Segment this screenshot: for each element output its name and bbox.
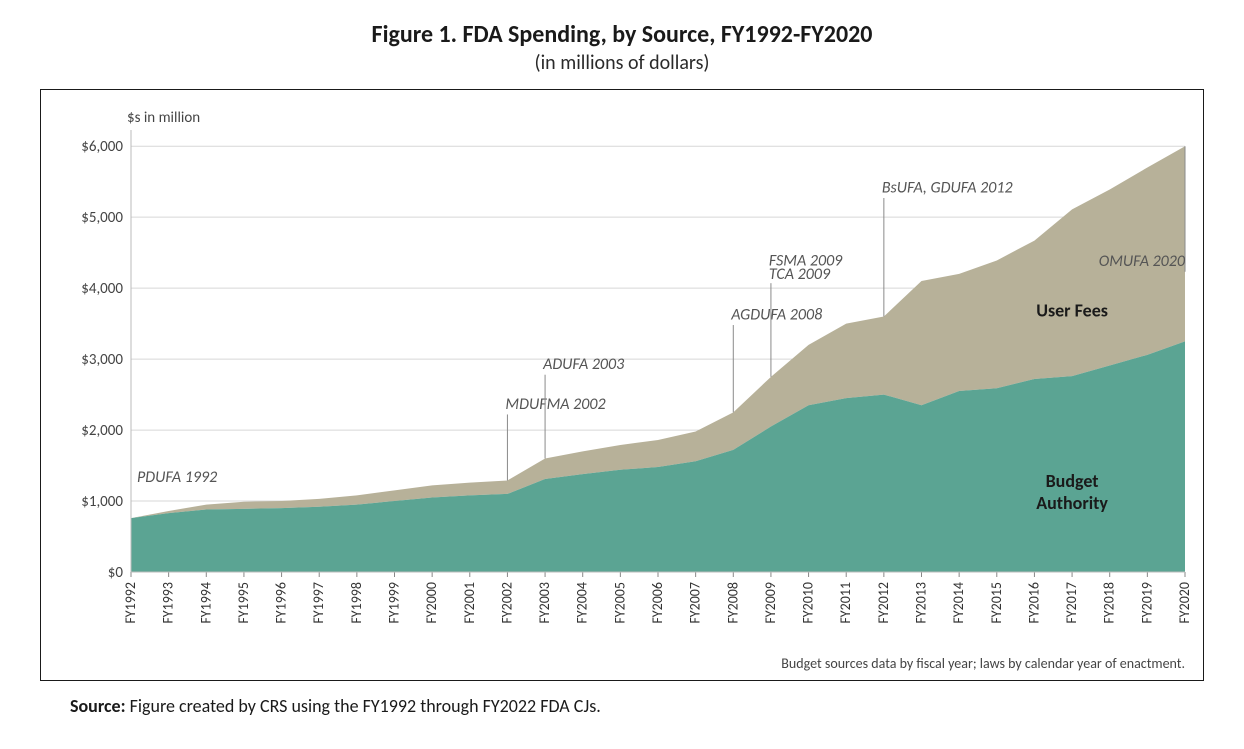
svg-text:FY2019: FY2019 bbox=[1138, 582, 1155, 624]
svg-text:FY1999: FY1999 bbox=[386, 582, 403, 624]
svg-text:$4,000: $4,000 bbox=[81, 280, 123, 298]
svg-text:FY2016: FY2016 bbox=[1025, 582, 1042, 624]
svg-text:FY2009: FY2009 bbox=[762, 582, 779, 624]
svg-text:FY1997: FY1997 bbox=[310, 582, 327, 624]
svg-text:FY2001: FY2001 bbox=[461, 582, 478, 624]
svg-text:FY1996: FY1996 bbox=[273, 582, 290, 624]
svg-text:TCA 2009: TCA 2009 bbox=[769, 265, 831, 284]
source-label: Source: bbox=[70, 695, 126, 717]
svg-text:FY2006: FY2006 bbox=[649, 582, 666, 624]
svg-text:FY2011: FY2011 bbox=[837, 582, 854, 624]
svg-text:User Fees: User Fees bbox=[1036, 300, 1108, 322]
svg-text:BsUFA, GDUFA 2012: BsUFA, GDUFA 2012 bbox=[882, 178, 1013, 197]
svg-text:$1,000: $1,000 bbox=[81, 493, 123, 511]
svg-text:FY2013: FY2013 bbox=[913, 582, 930, 624]
figure-title: Figure 1. FDA Spending, by Source, FY199… bbox=[40, 20, 1204, 49]
svg-text:FY1993: FY1993 bbox=[160, 582, 177, 624]
svg-text:$3,000: $3,000 bbox=[81, 351, 123, 369]
svg-text:AGDUFA 2008: AGDUFA 2008 bbox=[730, 305, 822, 324]
svg-text:FY1994: FY1994 bbox=[197, 582, 214, 624]
svg-text:FY1998: FY1998 bbox=[348, 582, 365, 624]
source-text: Figure created by CRS using the FY1992 t… bbox=[130, 695, 601, 717]
svg-text:FY2005: FY2005 bbox=[611, 582, 628, 624]
svg-text:FY2004: FY2004 bbox=[574, 582, 591, 624]
svg-text:FY2018: FY2018 bbox=[1101, 582, 1118, 624]
svg-text:MDUFMA 2002: MDUFMA 2002 bbox=[505, 395, 605, 414]
svg-text:ADUFA 2003: ADUFA 2003 bbox=[542, 355, 625, 374]
svg-text:FY2003: FY2003 bbox=[536, 582, 553, 624]
svg-text:FY2000: FY2000 bbox=[423, 582, 440, 624]
svg-text:FY2017: FY2017 bbox=[1063, 582, 1080, 624]
svg-text:PDUFA 1992: PDUFA 1992 bbox=[137, 468, 217, 487]
svg-text:FY2012: FY2012 bbox=[875, 582, 892, 624]
svg-text:$6,000: $6,000 bbox=[81, 138, 123, 156]
svg-text:FY2002: FY2002 bbox=[498, 582, 515, 624]
svg-text:Authority: Authority bbox=[1036, 492, 1108, 514]
area-chart: $s in million $0 $1,000 $2,000 $3,000 $4,000 $… bbox=[55, 104, 1195, 674]
svg-text:$2,000: $2,000 bbox=[81, 422, 123, 440]
svg-text:FY1995: FY1995 bbox=[235, 582, 252, 624]
source-line: Source: Figure created by CRS using the … bbox=[70, 695, 1194, 717]
svg-text:Budget: Budget bbox=[1046, 470, 1099, 492]
svg-text:FY2010: FY2010 bbox=[800, 582, 817, 624]
svg-text:$0: $0 bbox=[108, 564, 124, 582]
figure-subtitle: (in millions of dollars) bbox=[40, 51, 1204, 75]
svg-text:Budget sources data by fiscal: Budget sources data by fiscal year; laws… bbox=[781, 655, 1185, 672]
svg-text:FY2008: FY2008 bbox=[724, 582, 741, 624]
svg-text:OMUFA 2020: OMUFA 2020 bbox=[1099, 252, 1186, 271]
svg-text:FY1992: FY1992 bbox=[122, 582, 139, 624]
svg-text:FY2015: FY2015 bbox=[988, 582, 1005, 624]
svg-text:FY2007: FY2007 bbox=[687, 582, 704, 624]
svg-text:$s in million: $s in million bbox=[127, 109, 200, 127]
svg-text:FY2020: FY2020 bbox=[1176, 582, 1193, 624]
svg-text:$5,000: $5,000 bbox=[81, 209, 123, 227]
svg-text:FY2014: FY2014 bbox=[950, 582, 967, 624]
chart-container: $s in million $0 $1,000 $2,000 $3,000 $4,000 $… bbox=[40, 89, 1204, 681]
plot-area: $s in million $0 $1,000 $2,000 $3,000 $4,000 $… bbox=[55, 104, 1189, 674]
